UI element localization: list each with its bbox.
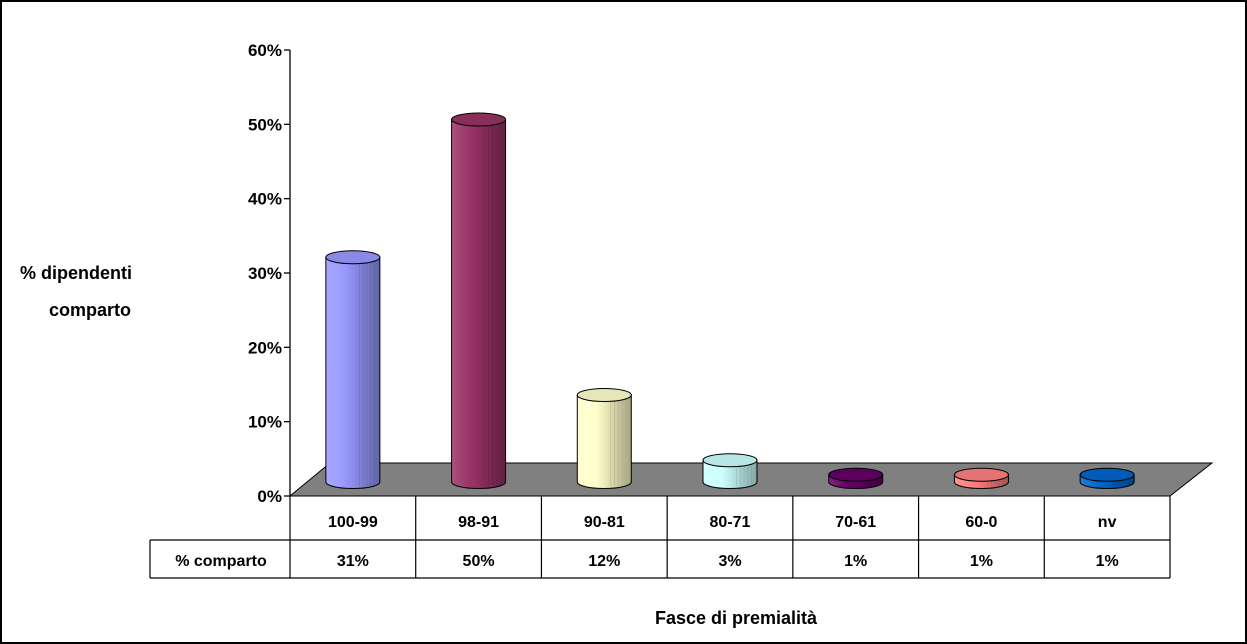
bar-nv [1079, 467, 1135, 489]
table-row-label: % comparto [175, 553, 267, 570]
bar-100-99 [325, 250, 381, 489]
y-axis-ticks: 0% 10% 20% 30% 40% 50% 60% [248, 41, 290, 506]
x-category-label: 70-61 [835, 514, 876, 531]
data-value-label: 1% [970, 553, 993, 570]
bar-top-cap [1079, 467, 1135, 482]
y-tick-label: 50% [248, 115, 282, 134]
bar-body [451, 119, 507, 489]
bar-top-cap [702, 453, 758, 468]
x-category-label: 100-99 [328, 514, 378, 531]
bar-90-81 [576, 388, 632, 489]
x-category-label: 60-0 [965, 514, 997, 531]
y-tick-label: 10% [248, 413, 282, 432]
x-category-label: 98-91 [458, 514, 499, 531]
bar-series [325, 112, 1135, 490]
data-value-label: 1% [1096, 553, 1119, 570]
bar-body [702, 459, 758, 489]
y-axis-title-line-1: % dipendenti [20, 263, 132, 283]
data-value-label: 12% [588, 553, 620, 570]
x-axis-title: Fasce di premialità [655, 608, 818, 628]
bar-98-91 [451, 112, 507, 489]
data-value-label: 50% [463, 553, 495, 570]
y-tick-label: 30% [248, 264, 282, 283]
bar-60-0 [953, 467, 1009, 490]
bar-top-cap [576, 388, 632, 402]
y-axis-title-line-2: comparto [49, 300, 131, 320]
bar-top-cap [451, 112, 507, 127]
y-tick-label: 20% [248, 338, 282, 357]
y-tick-label: 60% [248, 41, 282, 60]
bar-80-71 [702, 453, 758, 489]
y-tick-label: 0% [257, 487, 282, 506]
data-value-label: 31% [337, 553, 369, 570]
bar-body [325, 256, 381, 489]
bar-70-61 [828, 467, 884, 489]
x-category-label: nv [1098, 514, 1117, 531]
bar-top-cap [325, 250, 381, 265]
bar-top-cap [953, 467, 1009, 482]
data-value-label: 1% [844, 553, 867, 570]
data-value-label: 3% [718, 553, 741, 570]
data-table: 100-99 31% 98-91 50% 90-81 12% 80-71 3% 70-61 1% 6… [149, 496, 1171, 579]
x-category-label: 80-71 [710, 514, 751, 531]
y-tick-label: 40% [248, 190, 282, 209]
bar-top-cap [828, 467, 884, 482]
bar-body [576, 394, 632, 489]
x-category-label: 90-81 [584, 514, 625, 531]
